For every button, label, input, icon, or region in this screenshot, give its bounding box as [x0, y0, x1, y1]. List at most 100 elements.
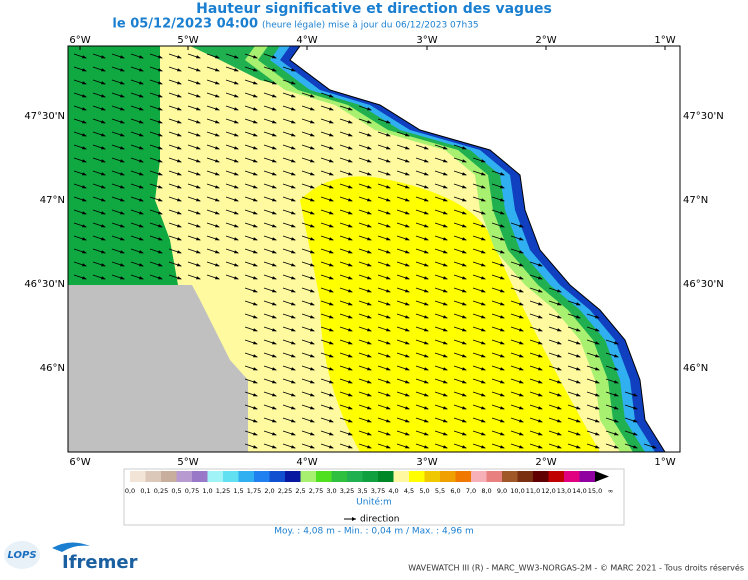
- wave-arrow-head: [291, 341, 296, 345]
- wave-arrow-head: [139, 146, 144, 150]
- wave-arrow-head: [462, 315, 467, 319]
- wave-arrow-head: [139, 172, 144, 176]
- wave-arrow-head: [291, 302, 296, 306]
- wave-arrow-head: [310, 328, 315, 332]
- wave-arrow-head: [329, 328, 334, 332]
- wave-arrow-head: [367, 263, 372, 267]
- wave-arrow-head: [424, 276, 429, 280]
- wave-arrow-head: [101, 55, 106, 59]
- wave-arrow-head: [177, 172, 182, 176]
- lon-label: 6°W: [69, 35, 90, 46]
- wave-arrow-head: [158, 237, 163, 241]
- wave-arrow-head: [405, 172, 410, 176]
- wave-arrow-head: [576, 406, 581, 410]
- wave-arrow-head: [253, 341, 258, 345]
- wave-arrow-head: [329, 250, 334, 254]
- legend-label: 7,0: [466, 487, 476, 495]
- wave-arrow-head: [82, 94, 87, 98]
- wave-arrow-head: [367, 354, 372, 358]
- legend-label: 0,25: [154, 487, 168, 495]
- legend-swatch: [455, 471, 471, 482]
- wave-arrow-head: [139, 120, 144, 124]
- wave-arrow-head: [101, 198, 106, 202]
- wave-arrow-head: [443, 289, 448, 293]
- direction-label: direction: [360, 515, 399, 525]
- wave-arrow-head: [367, 237, 372, 241]
- wave-arrow-head: [329, 406, 334, 410]
- wave-arrow-head: [443, 367, 448, 371]
- legend-swatch: [207, 471, 223, 482]
- wave-arrow-head: [348, 328, 353, 332]
- wave-arrow-head: [576, 315, 581, 319]
- wave-arrow-head: [139, 250, 144, 254]
- wave-arrow-head: [253, 393, 258, 397]
- wave-arrow-head: [386, 120, 391, 124]
- wave-arrow-head: [462, 159, 467, 163]
- wave-arrow-head: [538, 432, 543, 436]
- wave-arrow-head: [405, 276, 410, 280]
- wave-arrow-head: [462, 172, 467, 176]
- wave-arrow-head: [386, 250, 391, 254]
- wave-arrow-head: [101, 172, 106, 176]
- wave-arrow-head: [481, 445, 486, 449]
- wave-arrow-head: [158, 107, 163, 111]
- wave-arrow-head: [310, 367, 315, 371]
- wave-arrow-head: [291, 94, 296, 98]
- wave-arrow-head: [367, 315, 372, 319]
- legend-label: 4,0: [388, 487, 398, 495]
- legend-swatch: [347, 471, 363, 482]
- wave-arrow-head: [310, 354, 315, 358]
- wave-arrow-head: [310, 263, 315, 267]
- wave-arrow-head: [82, 211, 87, 215]
- wave-arrow-head: [443, 185, 448, 189]
- wave-arrow-head: [557, 341, 562, 345]
- wave-arrow-head: [253, 133, 258, 137]
- wave-arrow-head: [272, 276, 277, 280]
- wave-arrow-head: [310, 107, 315, 111]
- wave-arrow-head: [291, 406, 296, 410]
- wave-arrow-head: [386, 432, 391, 436]
- wave-arrow-head: [462, 289, 467, 293]
- wave-arrow-head: [557, 302, 562, 306]
- wave-arrow-head: [538, 276, 543, 280]
- wave-arrow-head: [310, 198, 315, 202]
- wave-arrow-head: [519, 315, 524, 319]
- wave-arrow-head: [633, 432, 638, 436]
- wave-arrow-head: [177, 120, 182, 124]
- wave-arrow-head: [462, 237, 467, 241]
- wave-arrow-head: [215, 224, 220, 228]
- wave-arrow-head: [253, 224, 258, 228]
- legend-arrow: [595, 471, 609, 482]
- wave-arrow-head: [500, 250, 505, 254]
- wave-arrow-head: [462, 185, 467, 189]
- wave-arrow-head: [310, 419, 315, 423]
- wave-arrow-head: [82, 120, 87, 124]
- title: Hauteur significative et direction des v…: [196, 1, 552, 17]
- wave-arrow-head: [310, 393, 315, 397]
- wave-arrow-head: [519, 445, 524, 449]
- wave-arrow-head: [329, 393, 334, 397]
- wave-arrow-head: [196, 263, 201, 267]
- wave-arrow-head: [405, 432, 410, 436]
- wave-arrow-head: [405, 250, 410, 254]
- wave-arrow-head: [576, 367, 581, 371]
- lon-label: 6°W: [69, 457, 90, 468]
- wave-arrow-head: [253, 263, 258, 267]
- wave-arrow-head: [272, 367, 277, 371]
- legend-label: 12,0: [541, 487, 555, 495]
- wave-arrow-head: [234, 133, 239, 137]
- wave-arrow-head: [386, 289, 391, 293]
- wave-arrow-head: [424, 172, 429, 176]
- wave-arrow-head: [519, 341, 524, 345]
- wave-arrow-head: [272, 81, 277, 85]
- wave-arrow-head: [424, 367, 429, 371]
- wave-arrow-head: [215, 68, 220, 72]
- wave-arrow-head: [519, 237, 524, 241]
- wave-arrow-head: [196, 107, 201, 111]
- wave-arrow-head: [538, 315, 543, 319]
- wave-arrow-head: [367, 146, 372, 150]
- wave-arrow-head: [614, 432, 619, 436]
- wave-arrow-head: [481, 211, 486, 215]
- wave-arrow-head: [424, 354, 429, 358]
